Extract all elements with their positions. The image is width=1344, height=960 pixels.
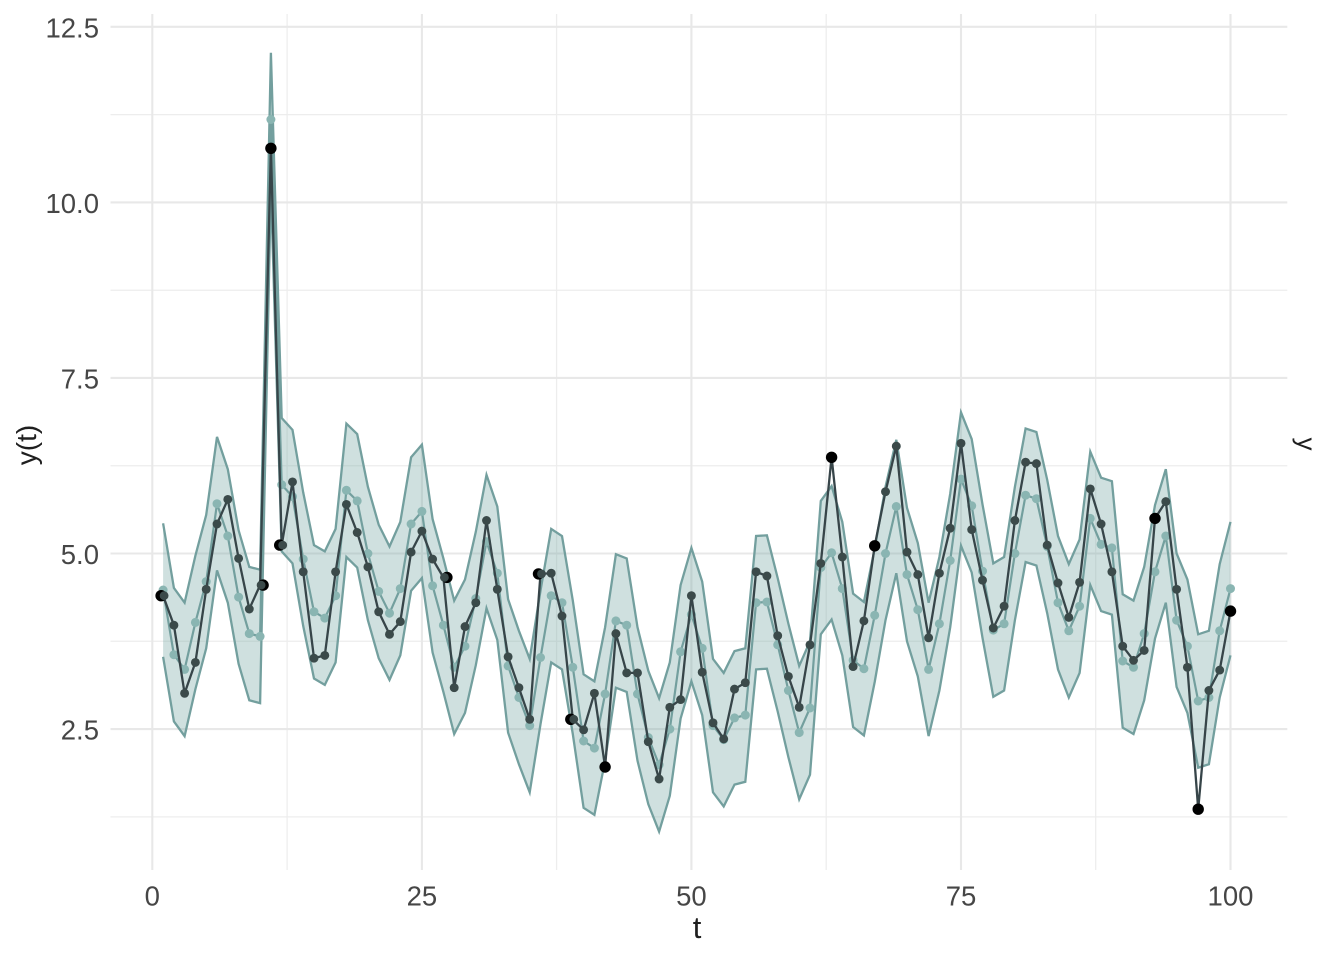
svg-text:t: t xyxy=(693,910,702,945)
svg-text:5.0: 5.0 xyxy=(61,539,99,570)
svg-text:10.0: 10.0 xyxy=(45,188,99,219)
svg-text:y(t): y(t) xyxy=(11,425,42,465)
svg-text:y: y xyxy=(1292,438,1322,451)
svg-text:100: 100 xyxy=(1208,881,1254,912)
svg-text:12.5: 12.5 xyxy=(45,12,99,43)
svg-text:0: 0 xyxy=(145,881,160,912)
svg-text:2.5: 2.5 xyxy=(61,715,99,746)
svg-text:7.5: 7.5 xyxy=(61,363,99,394)
svg-text:75: 75 xyxy=(946,881,977,912)
svg-text:25: 25 xyxy=(407,881,438,912)
svg-text:50: 50 xyxy=(676,881,707,912)
